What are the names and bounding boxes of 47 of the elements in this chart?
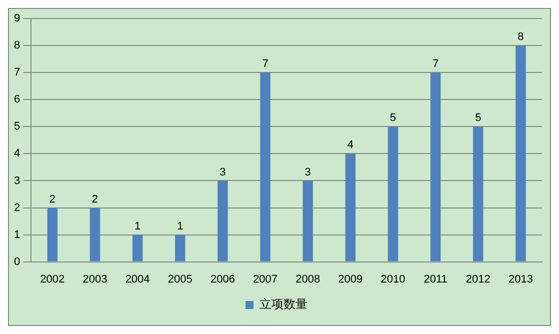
x-tick-label: 2002 (40, 273, 65, 286)
bar (132, 234, 143, 262)
data-label: 5 (475, 112, 482, 124)
bar (175, 234, 186, 262)
legend-label: 立项数量 (260, 297, 308, 312)
data-label: 1 (177, 220, 184, 232)
y-tick-label: 1 (14, 228, 20, 241)
x-tick-label: 2012 (466, 273, 490, 286)
x-tick-label: 2009 (338, 273, 363, 286)
x-tick-label: 2013 (508, 273, 533, 286)
y-tick-label: 0 (14, 256, 20, 268)
x-tick-label: 2011 (424, 273, 448, 286)
data-label: 3 (220, 166, 226, 178)
data-label: 7 (432, 58, 439, 70)
bar (388, 126, 398, 262)
data-label: 3 (304, 166, 311, 178)
y-tick-label: 4 (14, 148, 20, 160)
data-label: 2 (92, 193, 98, 206)
data-label: 4 (347, 139, 354, 152)
data-label: 5 (390, 112, 396, 124)
x-tick-label: 2007 (253, 273, 278, 286)
bar (473, 126, 484, 262)
x-tick-label: 2003 (82, 273, 108, 286)
bar (218, 180, 228, 262)
x-tick-label: 2008 (296, 273, 320, 286)
data-label: 2 (49, 193, 56, 206)
y-tick-label: 9 (14, 12, 20, 25)
bar (430, 72, 441, 262)
y-tick-label: 8 (14, 40, 20, 52)
data-label: 8 (518, 31, 524, 44)
y-tick-label: 7 (14, 66, 20, 79)
bar (47, 208, 58, 262)
data-label: 7 (262, 58, 268, 70)
y-tick-label: 2 (14, 202, 20, 214)
y-tick-label: 5 (14, 120, 20, 133)
x-tick-label: 2005 (168, 273, 192, 286)
y-tick-label: 6 (14, 94, 20, 106)
bar (345, 154, 356, 262)
data-label: 1 (134, 220, 141, 232)
x-tick-label: 2004 (125, 273, 150, 286)
bar (516, 46, 526, 262)
bar (302, 180, 313, 262)
bar (90, 208, 100, 262)
x-tick-label: 2006 (210, 273, 235, 286)
bar (260, 72, 270, 262)
y-tick-label: 3 (14, 174, 20, 187)
x-tick-label: 2010 (380, 273, 406, 286)
